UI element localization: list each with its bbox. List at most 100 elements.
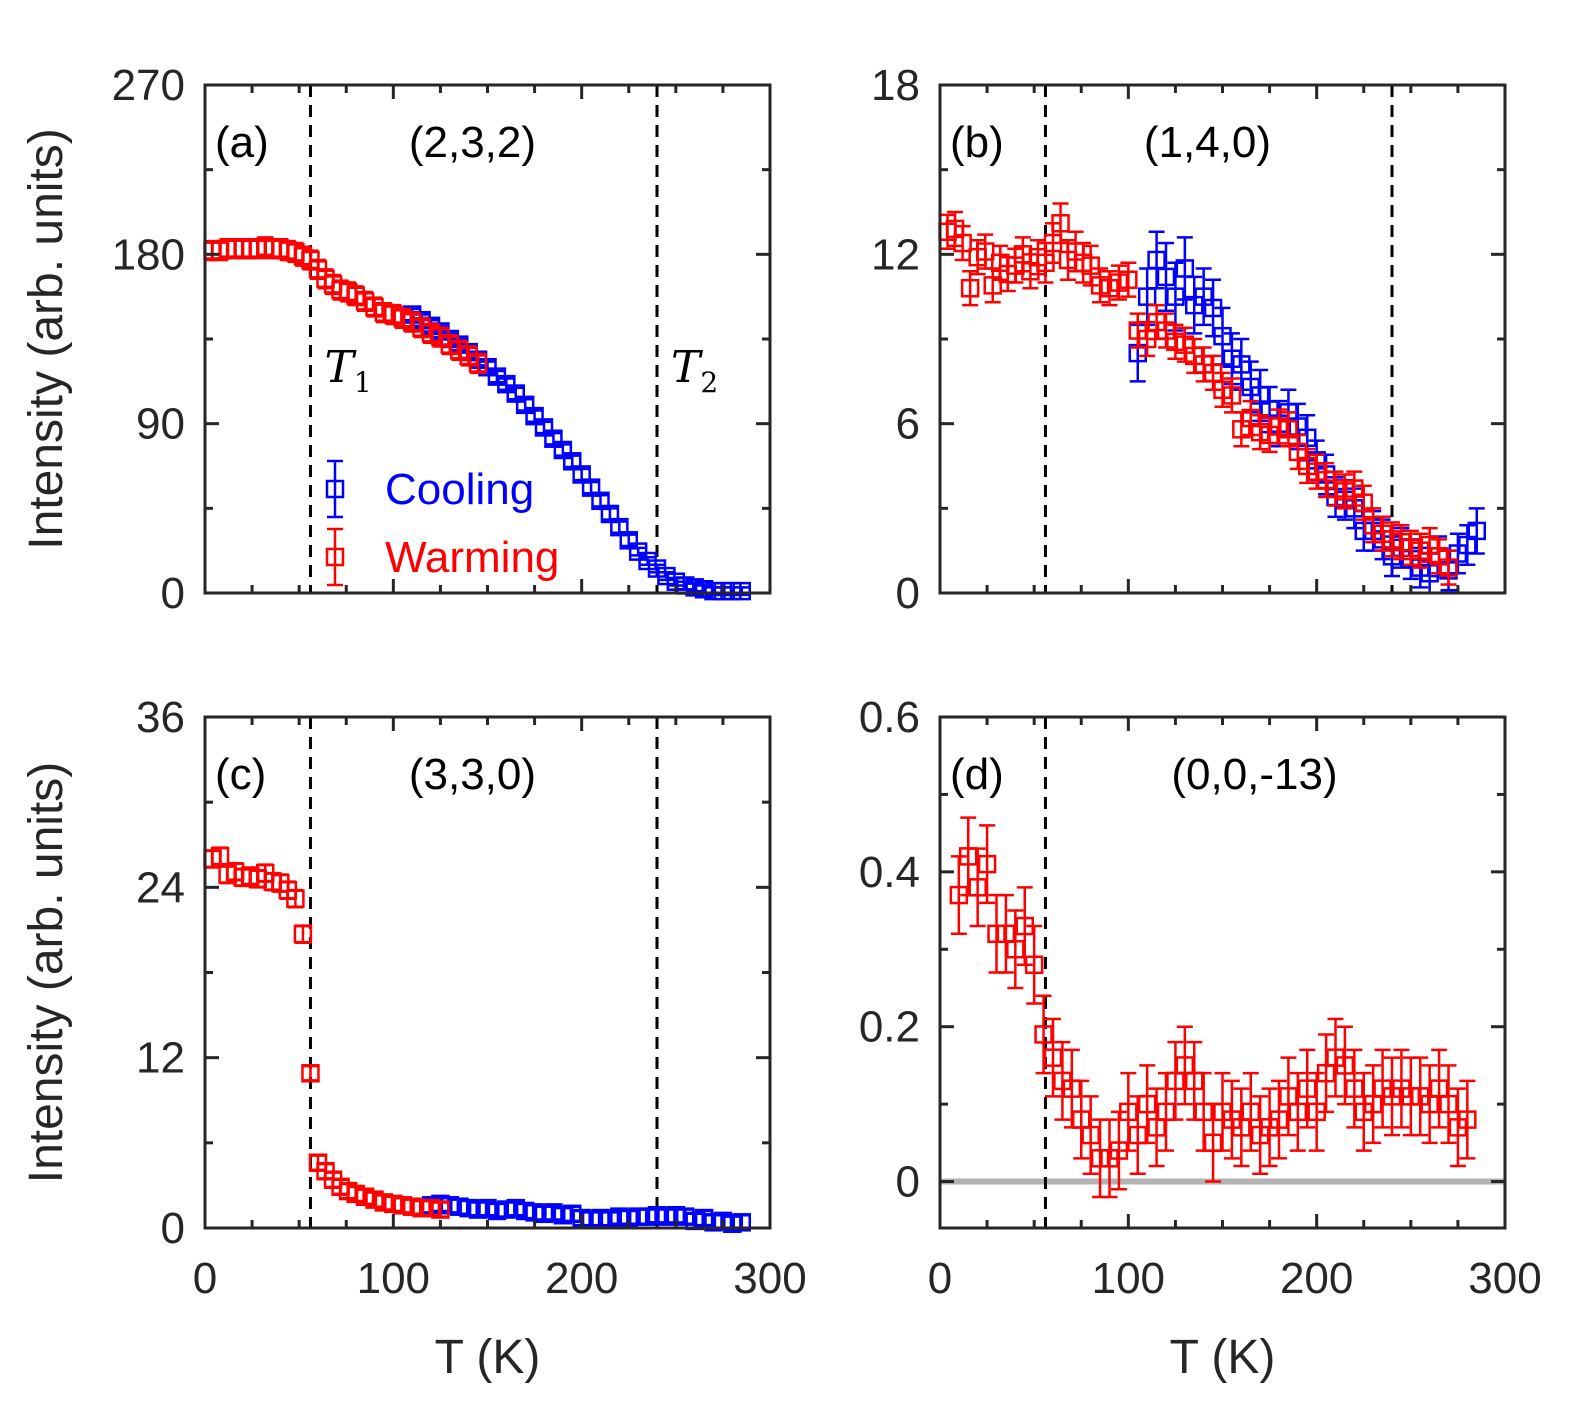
data-point <box>1429 538 1449 575</box>
marker-square <box>1232 355 1251 374</box>
marker-square <box>1354 493 1373 512</box>
legend-entry-cooling: Cooling <box>325 459 534 519</box>
data-point <box>1232 411 1251 448</box>
marker-square <box>581 478 601 497</box>
data-point <box>534 1204 554 1224</box>
data-point <box>1326 1017 1345 1098</box>
marker-square <box>1166 287 1185 306</box>
data-point <box>1194 267 1213 327</box>
marker-square <box>1392 532 1411 552</box>
series-warming <box>203 236 488 375</box>
data-point <box>478 1198 497 1218</box>
marker-square <box>694 1208 714 1228</box>
marker-square <box>1439 1094 1458 1114</box>
data-point <box>384 1194 403 1214</box>
x-tick-label: 0 <box>928 1254 952 1303</box>
marker-square <box>1043 1048 1063 1067</box>
x-tick-label: 200 <box>1280 1254 1353 1303</box>
x-tick-label: 0 <box>193 1254 217 1303</box>
marker-square <box>1326 479 1345 498</box>
marker-square <box>1288 1102 1308 1122</box>
x-tick-label: 300 <box>1468 1254 1541 1303</box>
marker-square <box>1241 408 1260 428</box>
data-point <box>968 847 987 928</box>
marker-square <box>628 542 648 561</box>
marker-square <box>1439 558 1458 577</box>
marker-square <box>1213 380 1232 400</box>
data-point <box>1354 484 1373 521</box>
data-point <box>1279 1056 1298 1137</box>
data-point <box>1298 447 1317 485</box>
marker-square <box>1269 1110 1289 1129</box>
x-tick-label: 300 <box>733 1254 806 1303</box>
panel-title: (1,4,0) <box>1144 118 1271 167</box>
data-point <box>440 333 460 356</box>
marker-square <box>553 1205 573 1225</box>
marker-square <box>506 384 525 403</box>
x-tick-label: 100 <box>357 1254 430 1303</box>
data-point <box>628 542 648 561</box>
marker-square <box>402 1197 422 1216</box>
data-point <box>487 1201 507 1221</box>
marker-square <box>1458 1110 1477 1129</box>
marker-square <box>365 1190 384 1209</box>
marker-square <box>1166 332 1185 352</box>
marker-square <box>412 318 431 337</box>
data-point <box>468 352 488 375</box>
data-point <box>1147 230 1166 290</box>
marker-square <box>1279 1087 1298 1106</box>
y-tick-label: 0 <box>896 1158 920 1207</box>
marker-square <box>1062 1079 1082 1098</box>
marker-square <box>544 429 563 448</box>
marker-square <box>1345 1079 1364 1098</box>
legend-label: Cooling <box>385 465 534 514</box>
marker-square <box>1203 1133 1223 1153</box>
marker-square <box>346 286 365 305</box>
marker-square <box>1401 1087 1421 1106</box>
data-point <box>987 893 1006 974</box>
y-axis-title: Intensity (arb. units) <box>20 128 73 550</box>
marker-square <box>506 1198 525 1218</box>
marker-square <box>1232 420 1251 439</box>
data-point <box>1166 1040 1185 1121</box>
y-tick-label: 180 <box>112 230 185 279</box>
marker-square <box>468 354 488 373</box>
marker-square <box>1298 428 1317 448</box>
data-point <box>365 1190 384 1209</box>
marker-square <box>968 878 987 897</box>
data-point <box>1279 411 1298 448</box>
data-point <box>421 322 441 345</box>
marker-square <box>1156 1102 1176 1122</box>
data-point <box>953 224 972 262</box>
marker-square <box>1156 267 1176 287</box>
data-point <box>355 1187 375 1207</box>
data-point <box>1260 416 1279 454</box>
marker-square <box>1147 250 1166 270</box>
y-tick-label: 0 <box>161 1204 185 1253</box>
data-point <box>210 846 230 866</box>
marker-square <box>983 276 1002 295</box>
marker-square <box>1298 1079 1317 1098</box>
panel-title: (2,3,2) <box>409 118 536 167</box>
y-tick-label: 90 <box>136 400 185 449</box>
data-point <box>301 1064 320 1083</box>
data-point <box>1090 267 1110 304</box>
marker-square <box>713 581 733 601</box>
marker-square <box>1175 259 1195 278</box>
marker-square <box>657 1207 676 1226</box>
marker-square <box>694 579 714 599</box>
data-point <box>384 303 403 326</box>
data-point <box>1147 1087 1166 1168</box>
data-point <box>676 1207 695 1226</box>
data-point <box>374 302 394 324</box>
marker-square <box>515 1201 535 1221</box>
marker-square <box>975 242 995 261</box>
data-point <box>1335 473 1355 510</box>
transition-label-main: T <box>324 342 357 393</box>
marker-square <box>685 578 704 597</box>
marker-square <box>1213 326 1232 346</box>
data-point <box>1203 354 1223 392</box>
marker-square <box>286 889 305 908</box>
x-axis-title: T (K) <box>1170 1331 1276 1384</box>
